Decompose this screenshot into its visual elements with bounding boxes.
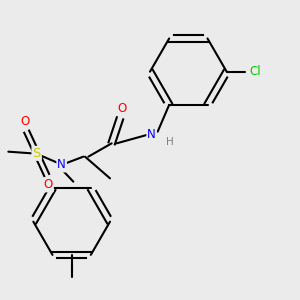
Text: Cl: Cl [249,65,261,78]
Text: O: O [117,102,126,115]
Text: N: N [147,128,156,142]
Text: N: N [57,158,66,172]
Text: O: O [44,178,53,191]
Text: S: S [32,147,41,160]
Text: O: O [20,115,30,128]
Text: H: H [166,137,174,147]
